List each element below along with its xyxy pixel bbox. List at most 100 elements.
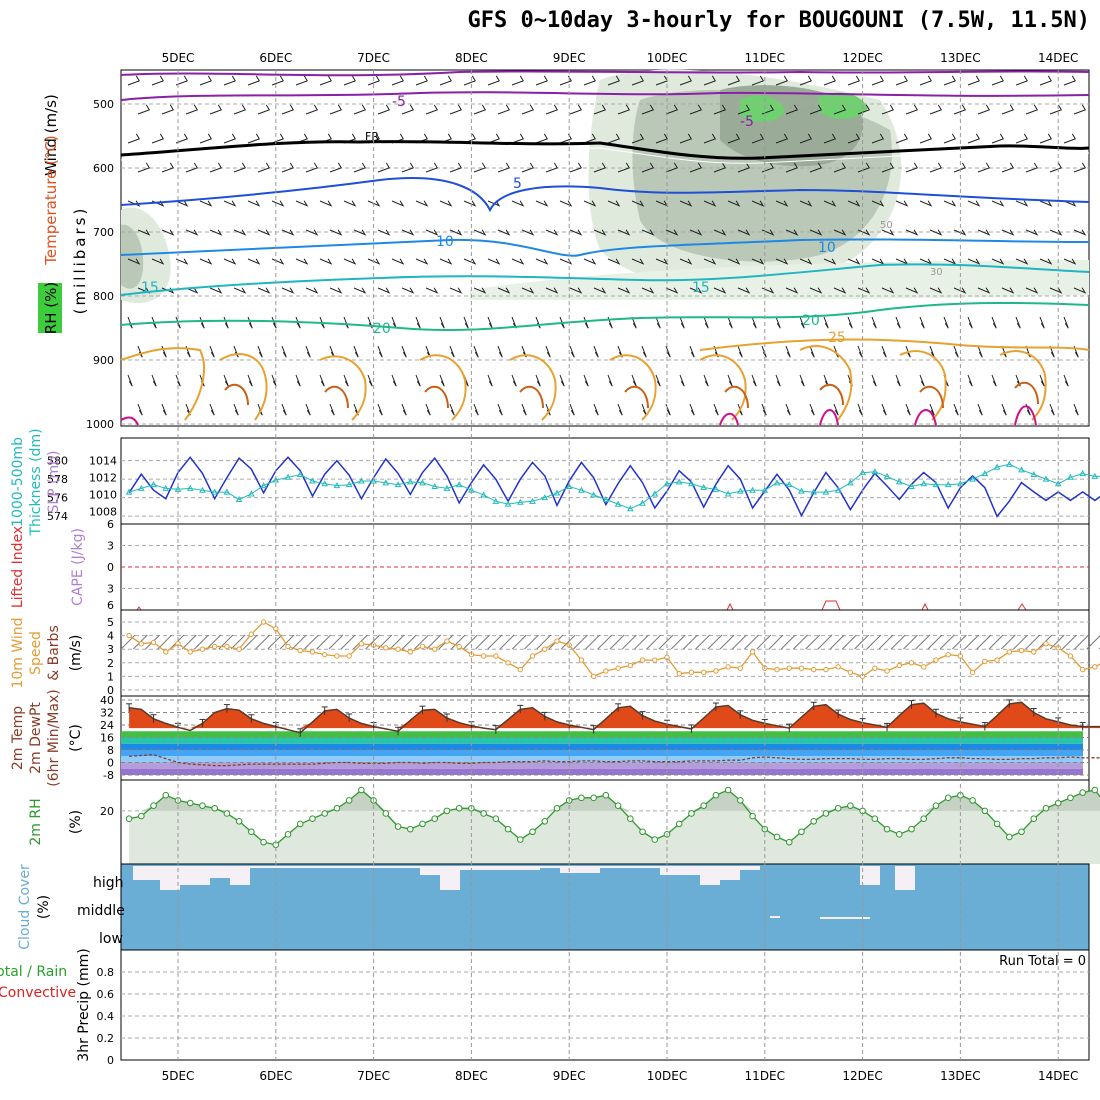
wind-barb bbox=[967, 75, 981, 86]
wind-barb bbox=[1073, 229, 1087, 236]
wind-barb bbox=[727, 200, 741, 207]
pressure-tick: 500 bbox=[93, 98, 114, 111]
wind-barb bbox=[895, 316, 901, 329]
wind10-point bbox=[945, 651, 951, 658]
wind10-barb bbox=[255, 634, 270, 650]
date-label-bottom: 13DEC bbox=[940, 1069, 980, 1083]
slp-tick: 1014 bbox=[89, 455, 117, 468]
wind-barb bbox=[847, 258, 861, 265]
wind-barb bbox=[1015, 316, 1021, 329]
wind-barb bbox=[593, 345, 599, 358]
wind10-point bbox=[627, 662, 634, 669]
wind10-point bbox=[297, 647, 303, 654]
temp-band bbox=[121, 768, 1083, 775]
wind10-point bbox=[982, 658, 988, 665]
thickness-point bbox=[248, 490, 255, 497]
wind-barb bbox=[689, 104, 703, 115]
wind-barb bbox=[535, 75, 549, 86]
wind-barb bbox=[1001, 229, 1015, 236]
thickness-point bbox=[321, 480, 329, 487]
wind10-grid bbox=[121, 621, 1089, 691]
thickness-line bbox=[128, 463, 1100, 510]
thickness-point bbox=[626, 505, 634, 512]
label-precip-axis: 3hr Precip (mm) bbox=[76, 948, 92, 1061]
wind10-point bbox=[138, 641, 145, 647]
wind10-point bbox=[700, 669, 707, 676]
rh2m-point bbox=[394, 823, 402, 830]
contour-20 bbox=[120, 301, 1090, 332]
wind10-point bbox=[884, 668, 890, 674]
wind10-point bbox=[1006, 649, 1012, 655]
wind-barb bbox=[847, 75, 861, 86]
wind10-barb bbox=[609, 634, 625, 650]
wind-barb bbox=[583, 258, 597, 265]
wind-barb bbox=[751, 374, 757, 387]
wind-barb bbox=[367, 374, 373, 387]
wind-barb bbox=[439, 316, 445, 329]
cloud-panel: high middle low bbox=[77, 863, 1090, 951]
wind-barb bbox=[305, 229, 319, 236]
wind-barb bbox=[319, 374, 325, 387]
label-temp2m-3: (6hr Min/Max) bbox=[46, 689, 62, 786]
wind10-point bbox=[823, 666, 829, 673]
lifted-index-bump-left bbox=[136, 606, 142, 611]
thickness-point bbox=[333, 482, 341, 489]
thickness-point bbox=[272, 476, 280, 483]
date-label-bottom: 11DEC bbox=[745, 1069, 785, 1083]
wind-barb bbox=[449, 162, 463, 173]
thickness-point bbox=[675, 478, 683, 485]
wind-barb bbox=[425, 403, 431, 416]
wind10-barb bbox=[597, 634, 613, 650]
wind10-point bbox=[322, 651, 328, 658]
wind-barb bbox=[281, 287, 295, 294]
wind10-point bbox=[737, 665, 744, 671]
wind-barb bbox=[209, 162, 223, 173]
wind-barb bbox=[281, 104, 295, 115]
wind10-point bbox=[615, 665, 621, 671]
thickness-point bbox=[834, 486, 842, 493]
wind-barb bbox=[185, 345, 191, 358]
rh2m-point bbox=[712, 791, 720, 799]
wind10-point bbox=[590, 673, 597, 680]
rh2m-point bbox=[993, 820, 1001, 828]
wind-barb bbox=[175, 258, 189, 265]
wind-barb bbox=[919, 374, 925, 387]
thickness-point bbox=[920, 480, 928, 487]
rh2m-point bbox=[186, 799, 194, 807]
wind-barb bbox=[881, 104, 895, 115]
rh2m-point bbox=[517, 836, 524, 843]
rh2m-point bbox=[199, 802, 206, 809]
wind-barb bbox=[343, 374, 349, 387]
wind-barb bbox=[295, 75, 309, 86]
upper-air-panel: -5 -5 FR 5 10 10 15 15 20 20 25 30 50 50… bbox=[86, 69, 1090, 431]
wind-barb bbox=[847, 316, 853, 329]
wind10-point bbox=[419, 643, 426, 650]
wind-barb bbox=[487, 374, 493, 387]
contour-5 bbox=[120, 177, 1090, 213]
wind-barb bbox=[425, 162, 439, 173]
thickness-point bbox=[1005, 460, 1013, 467]
wind10-point bbox=[517, 666, 523, 673]
wind10-tick: 1 bbox=[107, 670, 114, 683]
wind10-barb bbox=[793, 634, 808, 650]
wind-barb bbox=[295, 316, 301, 329]
wind-barb bbox=[967, 374, 973, 387]
contour-label-15-b: 15 bbox=[692, 280, 710, 296]
rh2m-point bbox=[578, 794, 585, 802]
wind-barb bbox=[809, 104, 823, 115]
wind10-point bbox=[1092, 664, 1098, 670]
wind-barb bbox=[823, 75, 837, 86]
wind10-barb bbox=[854, 634, 869, 650]
temp-band bbox=[121, 762, 1083, 769]
wind-barb bbox=[665, 162, 679, 173]
wind10-point bbox=[1079, 666, 1086, 673]
thickness-point bbox=[578, 486, 585, 493]
thickness-point bbox=[553, 489, 561, 496]
rh2m-point bbox=[248, 828, 255, 836]
wind10-point bbox=[407, 649, 413, 655]
thickness-point bbox=[798, 487, 805, 494]
wind10-point bbox=[994, 657, 1000, 663]
wind-barb bbox=[991, 75, 1005, 86]
slp-tick: 1010 bbox=[89, 488, 117, 501]
